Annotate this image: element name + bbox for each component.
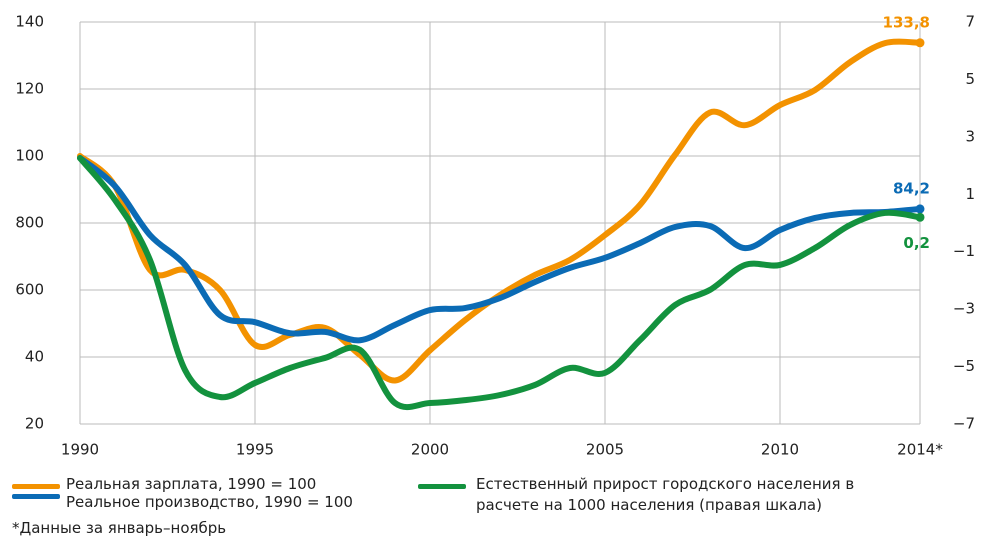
- data-label: 84,2: [893, 179, 930, 197]
- end-point: [915, 204, 925, 214]
- x-tick-label: 2005: [586, 441, 624, 459]
- legend-swatch: [12, 494, 60, 499]
- y2-tick-label: 5: [965, 70, 975, 88]
- y2-tick-label: −7: [953, 415, 975, 433]
- y2-tick-label: 1: [965, 185, 975, 203]
- x-tick-label: 1995: [236, 441, 274, 459]
- end-point: [915, 38, 925, 48]
- line: [77, 155, 923, 411]
- legend-swatch: [418, 484, 466, 489]
- chart: 20 40 600 800 100 120 140 −7 −5 −3 −1 1 3 5 7 1990 1995 2…: [15, 13, 975, 459]
- y2-tick-label: 3: [965, 127, 975, 145]
- end-point: [915, 212, 925, 222]
- y-tick-label: 800: [15, 214, 44, 232]
- legend-label: Естественный прирост городского населени…: [476, 475, 855, 514]
- y-tick-label: 20: [25, 415, 44, 433]
- y-tick-label: 120: [15, 80, 44, 98]
- y2-tick-label: −5: [953, 357, 975, 375]
- legend-label: Реальное производство, 1990 = 100: [66, 493, 353, 511]
- x-tick-label: 2014*: [897, 441, 943, 459]
- x-tick-label: 2000: [411, 441, 449, 459]
- data-label: 133,8: [883, 13, 930, 31]
- y2-tick-label: −3: [953, 300, 975, 318]
- legend-label: Реальная зарплата, 1990 = 100: [66, 475, 317, 493]
- y-tick-label: 100: [15, 147, 44, 165]
- legend-swatch: [12, 484, 60, 489]
- line: [77, 155, 923, 344]
- data-label: 0,2: [903, 234, 930, 252]
- x-tick-label: 1990: [61, 441, 99, 459]
- x-tick-label: 2010: [761, 441, 799, 459]
- y-tick-label: 40: [25, 348, 44, 366]
- line: [77, 38, 923, 384]
- y2-tick-label: 7: [965, 13, 975, 31]
- y2-tick-label: −1: [953, 242, 975, 260]
- y-tick-label: 600: [15, 281, 44, 299]
- footnote: *Данные за январь–ноябрь: [12, 519, 227, 537]
- y-tick-label: 140: [15, 13, 44, 31]
